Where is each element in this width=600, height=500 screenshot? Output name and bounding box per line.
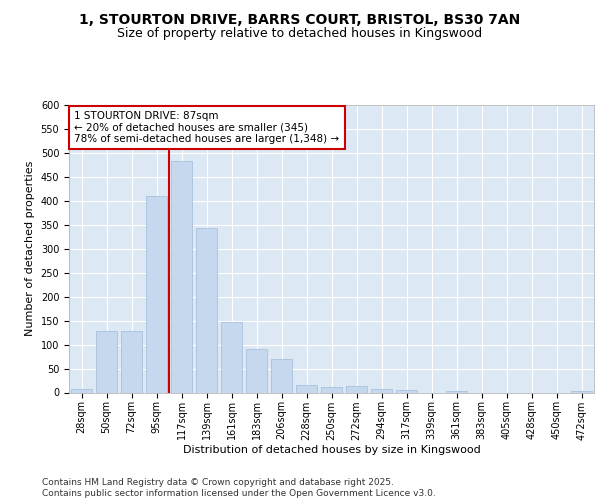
Bar — [221, 322, 242, 392]
Bar — [346, 386, 367, 392]
Bar — [446, 390, 467, 392]
Bar — [396, 390, 417, 392]
Bar — [321, 387, 342, 392]
Bar — [171, 161, 192, 392]
Bar — [296, 385, 317, 392]
Text: Size of property relative to detached houses in Kingswood: Size of property relative to detached ho… — [118, 28, 482, 40]
Bar — [96, 331, 117, 392]
Bar — [196, 228, 217, 392]
Bar — [571, 391, 592, 392]
Bar — [146, 196, 167, 392]
Bar — [371, 389, 392, 392]
Bar — [71, 388, 92, 392]
Y-axis label: Number of detached properties: Number of detached properties — [25, 161, 35, 336]
Bar — [246, 350, 267, 393]
X-axis label: Distribution of detached houses by size in Kingswood: Distribution of detached houses by size … — [182, 445, 481, 455]
Bar — [271, 359, 292, 392]
Bar — [121, 331, 142, 392]
Text: 1 STOURTON DRIVE: 87sqm
← 20% of detached houses are smaller (345)
78% of semi-d: 1 STOURTON DRIVE: 87sqm ← 20% of detache… — [74, 111, 340, 144]
Text: Contains HM Land Registry data © Crown copyright and database right 2025.
Contai: Contains HM Land Registry data © Crown c… — [42, 478, 436, 498]
Text: 1, STOURTON DRIVE, BARRS COURT, BRISTOL, BS30 7AN: 1, STOURTON DRIVE, BARRS COURT, BRISTOL,… — [79, 12, 521, 26]
